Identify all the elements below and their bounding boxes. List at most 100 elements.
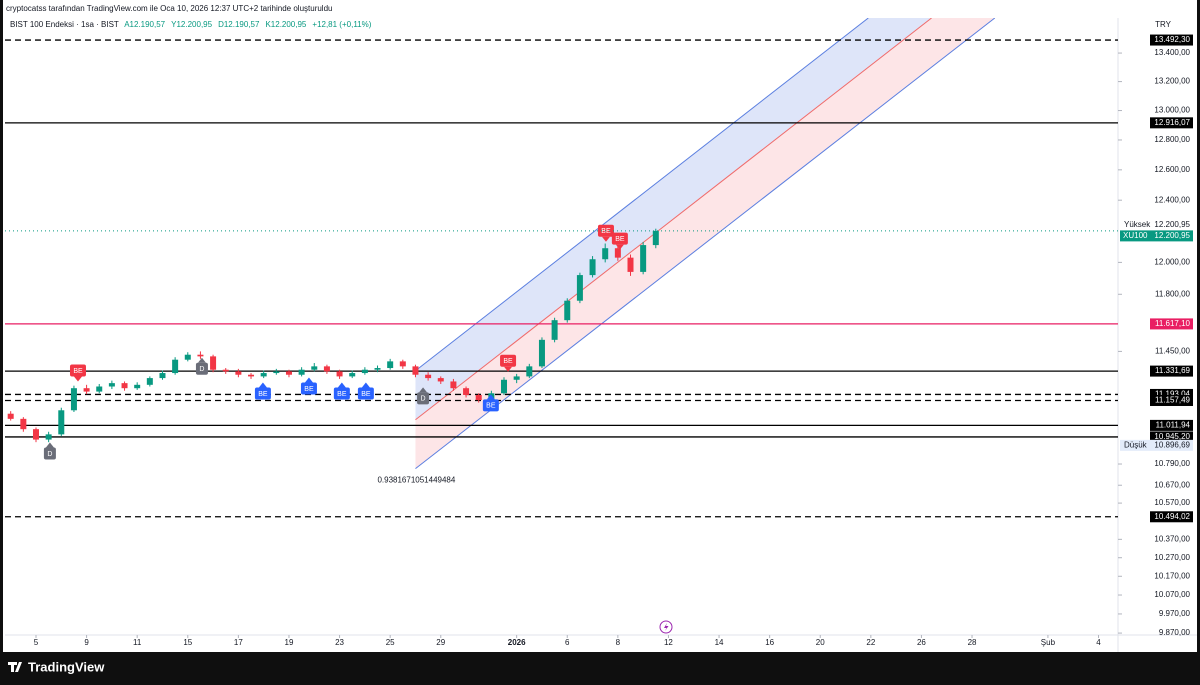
signal-box [357,387,374,400]
signal-box [43,447,56,460]
quote-value: K12.200,95 [265,20,306,29]
candle-body [285,371,292,375]
candle-body [70,388,77,411]
level-label: 11.617,10 [1155,319,1191,328]
candle-body [437,378,444,382]
candle-body [425,374,432,379]
signal-pointer [337,382,346,388]
y-tick-label: 9.970,00 [1159,609,1191,618]
candle-body [602,248,609,260]
candle-body [58,410,65,435]
x-tick-label: 20 [816,638,825,647]
candle-body [323,366,330,372]
signal-pointer [486,394,495,400]
x-tick-label: 12 [664,638,673,647]
level-label-bg [1150,419,1193,431]
signal: BE [611,232,628,250]
candle-body [298,369,305,375]
level-label: 12.916,07 [1154,118,1190,127]
signal-pointer [504,366,513,372]
x-tick-label: 11 [133,638,142,647]
level-label: 11.157,49 [1155,396,1191,405]
brand: TradingView [28,659,105,674]
signal-label: D [47,451,52,458]
x-tick-label: 23 [335,638,344,647]
candle-body [210,356,217,370]
candle-body [235,371,242,375]
x-tick-label: 4 [1096,638,1101,647]
signal-pointer [258,382,267,388]
x-tick-label: 25 [386,638,395,647]
signal: D [43,442,56,460]
level-label-bg [1150,34,1193,46]
candle-body [273,371,280,374]
signal: D [195,357,208,375]
candle-body [32,429,39,440]
signal: BE [254,382,271,400]
candle-body [45,434,52,440]
level-label: 11.193,04 [1155,390,1191,399]
signal-box [300,382,317,395]
y-tick-label: 13.400,00 [1154,48,1190,57]
signal-box [417,392,430,405]
candle-body [513,376,520,380]
symbol-title: BIST 100 Endeksi · 1sa · BIST [10,20,119,29]
channel-middle [415,18,932,421]
candle-body [361,369,368,374]
candle-body [197,354,204,357]
signal: BE [69,364,86,382]
level-label: 13.492,30 [1154,35,1190,44]
level-label: 10.945,20 [1154,432,1190,441]
x-tick-label: 15 [183,638,192,647]
panel [3,0,1197,652]
signal: D [417,387,430,405]
signal-pointer [361,382,370,388]
quote-value: Y12.200,95 [171,20,212,29]
brand-logo: TradingView [8,659,105,674]
candle-body [172,359,179,374]
signal: BE [300,377,317,395]
candle-body [589,259,596,276]
signal-box [500,354,517,367]
level-label: 11.011,94 [1156,421,1191,430]
currency: TRY [1155,20,1172,29]
quote-value: D12.190,57 [218,20,260,29]
signal-pointer [73,376,82,382]
signal-pointer [419,387,428,393]
x-tick-label: 5 [34,638,39,647]
candle-body [501,379,508,394]
candle-body [159,373,166,379]
signal-label: BE [258,391,268,398]
last-bg [1120,230,1193,242]
signal-pointer [197,357,206,363]
signal-label: BE [337,391,347,398]
y-tick-label: 9.870,00 [1159,628,1191,637]
candle-body [248,374,255,377]
y-tick-label: 12.800,00 [1154,135,1190,144]
level-label-bg [1150,365,1193,377]
signal-label: D [199,366,204,373]
candle-body [387,361,394,369]
low-name: Düşük [1124,440,1148,449]
candle-body [311,366,318,370]
y-tick-label: 10.790,00 [1154,459,1190,468]
candle-body [83,388,90,392]
signal-label: BE [304,386,314,393]
y-tick-label: 10.370,00 [1154,534,1190,543]
level-label: 10.494,02 [1154,512,1190,521]
signal-label: BE [615,236,625,243]
candle-body [96,386,103,392]
candle-body [652,230,659,246]
quote-value: +12,81 (+0,11%) [312,20,371,29]
candle-body [349,373,356,377]
x-tick-label: 26 [917,638,926,647]
high-label: 12.200,95 [1154,220,1190,229]
x-tick-label: 29 [436,638,445,647]
x-tick-label: 17 [234,638,243,647]
x-tick-label: 22 [866,638,875,647]
signal: BE [482,394,499,412]
level-label: 11.331,69 [1155,366,1191,375]
candle-body [399,361,406,367]
signal-box [69,364,86,377]
